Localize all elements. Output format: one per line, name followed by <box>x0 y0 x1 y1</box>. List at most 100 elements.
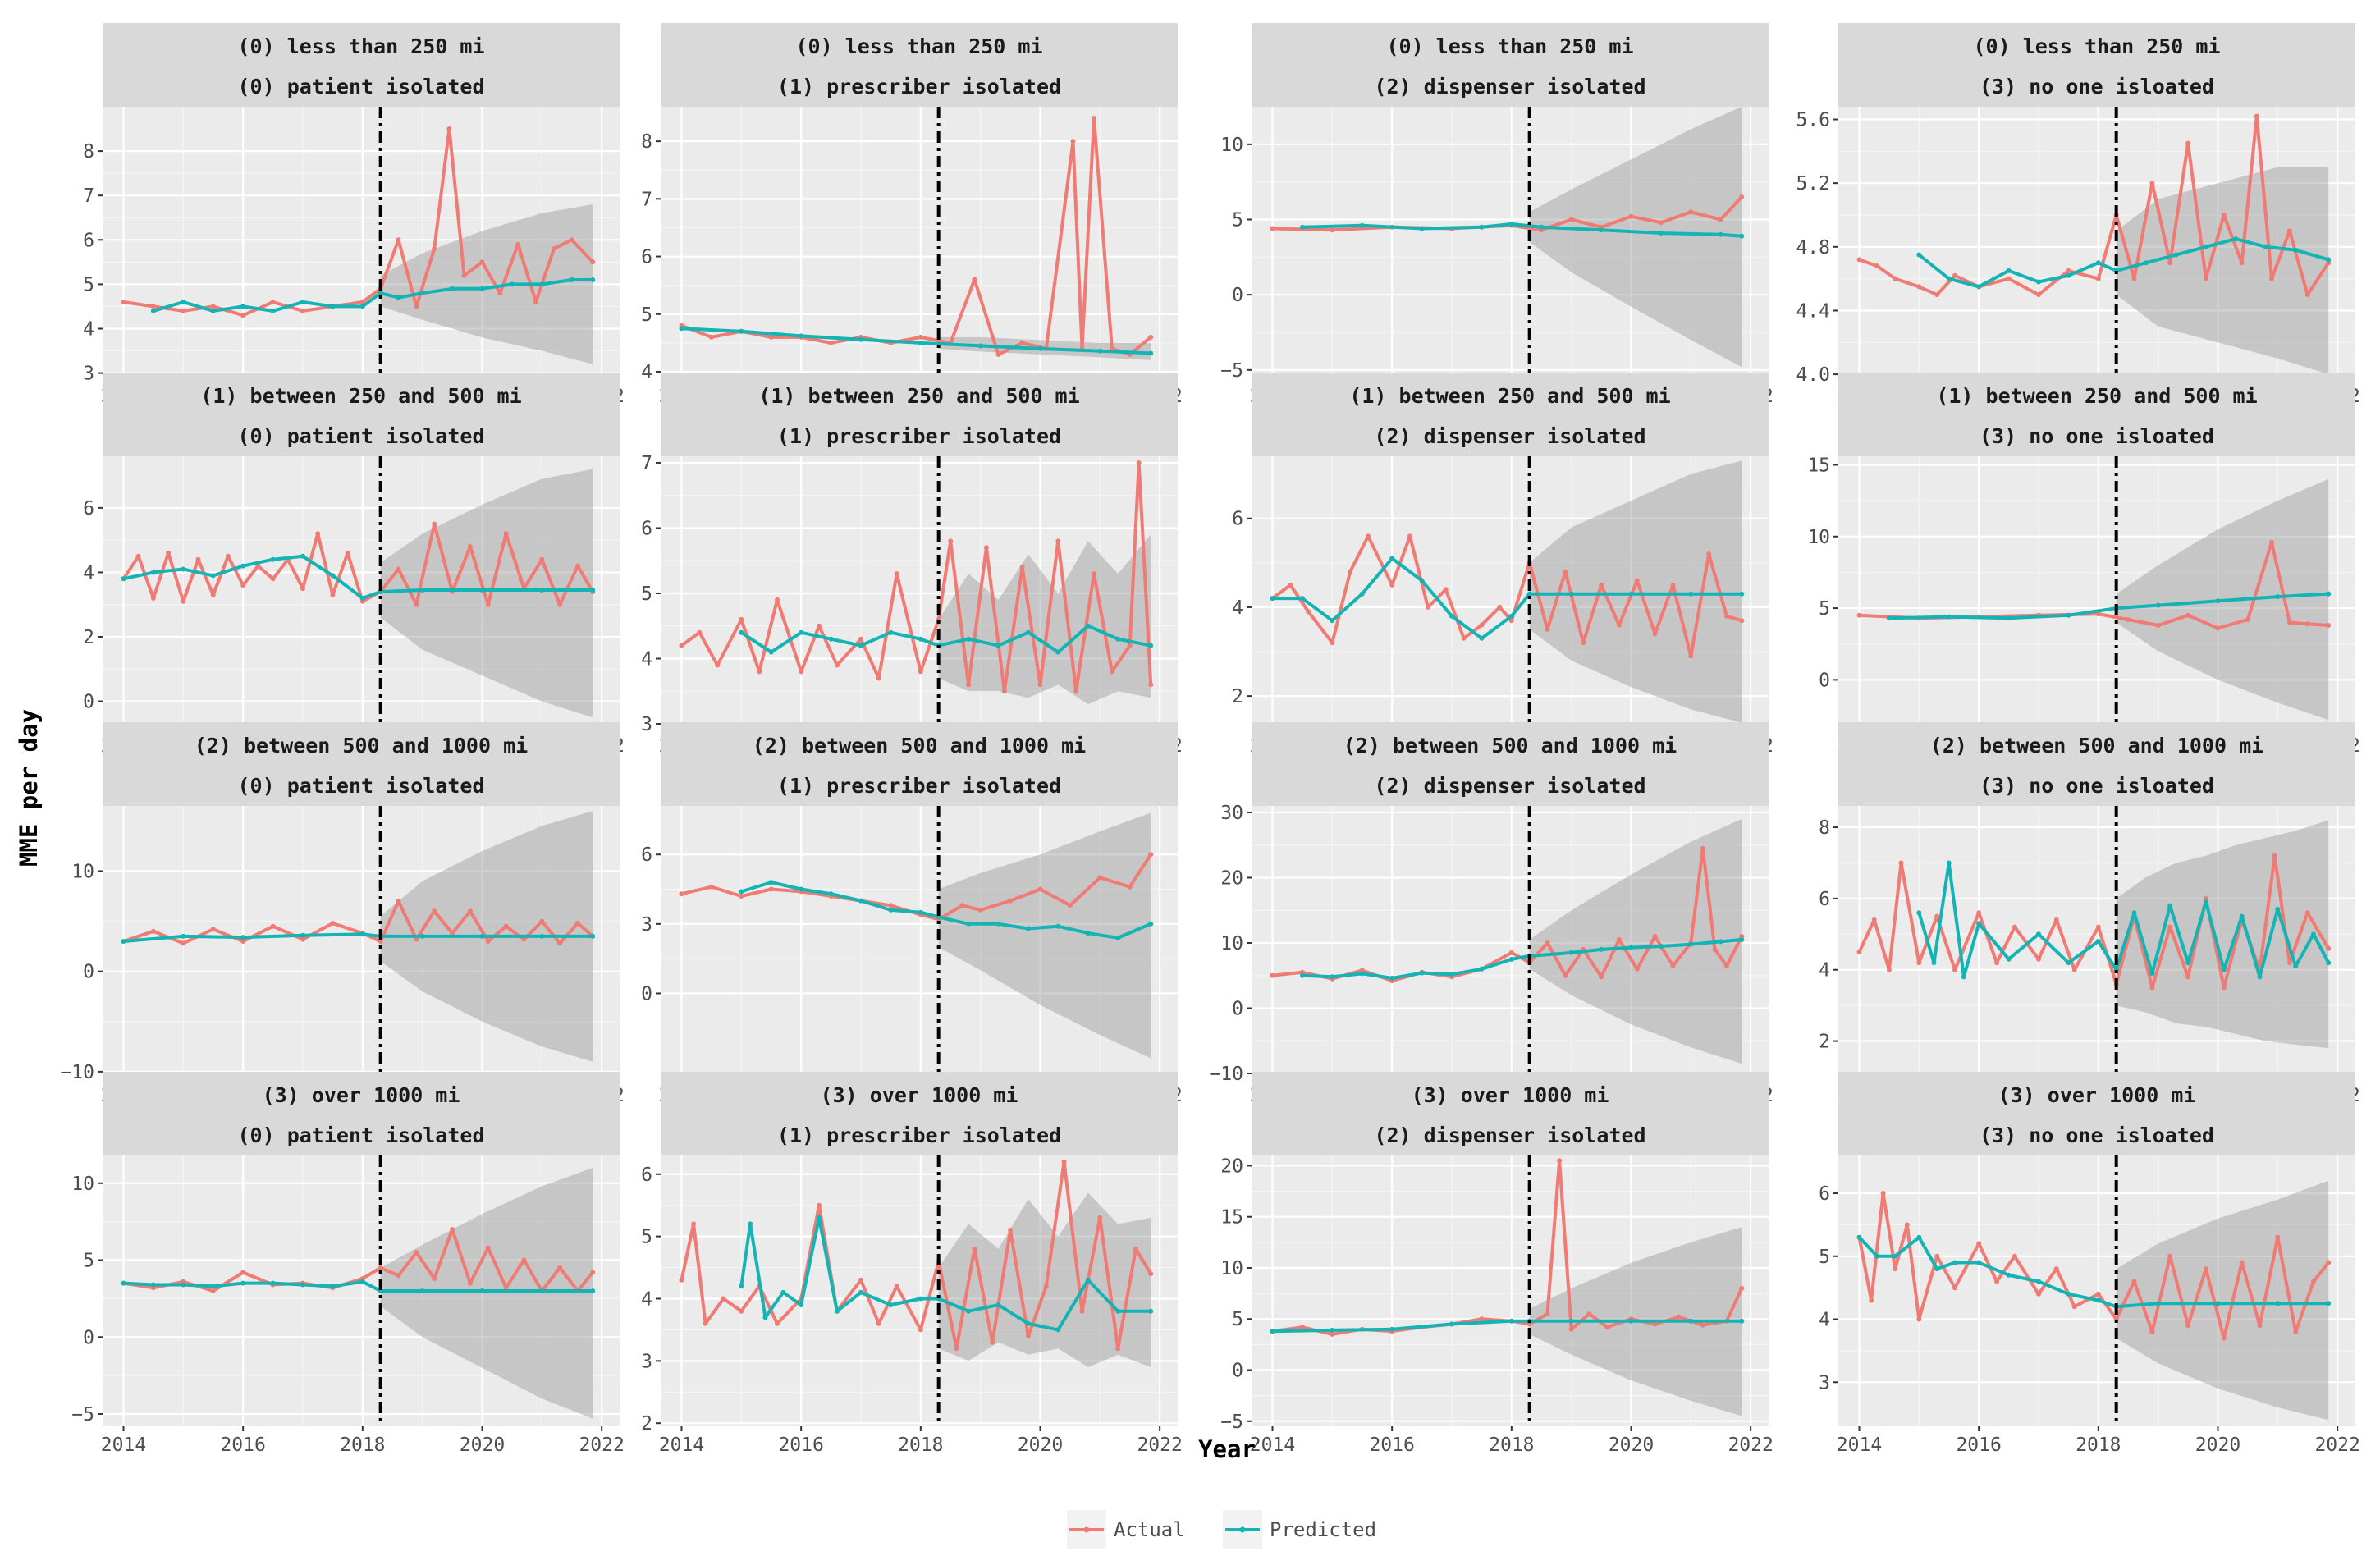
data-point-predicted <box>479 588 485 593</box>
data-point-predicted <box>2173 252 2179 258</box>
data-point-predicted <box>1688 941 1694 947</box>
series-line-actual <box>121 522 594 606</box>
data-point-actual <box>1628 213 1634 219</box>
data-point-predicted <box>1508 956 1514 962</box>
facet-strip-isolation: (0) patient isolated <box>237 774 484 798</box>
data-point-actual <box>2286 620 2292 625</box>
data-point-predicted <box>1115 935 1121 940</box>
y-tick-label: 7 <box>83 185 94 207</box>
data-point-actual <box>450 931 455 936</box>
data-point-actual <box>954 1346 959 1352</box>
data-point-predicted <box>2311 931 2316 937</box>
data-point-predicted <box>2006 1272 2012 1278</box>
y-tick-label: 4.0 <box>1796 364 1830 386</box>
data-point-predicted <box>1946 276 1952 281</box>
facet-panel: (1) between 250 and 500 mi (0) patient is… <box>83 373 625 757</box>
data-point-actual <box>2185 1323 2191 1329</box>
data-point-predicted <box>1658 231 1664 236</box>
data-point-actual <box>888 903 894 908</box>
data-point-actual <box>396 237 401 243</box>
data-point-actual <box>461 272 467 278</box>
y-tick-label: 7 <box>641 453 652 474</box>
data-point-actual <box>467 544 473 549</box>
y-tick-label: 2 <box>83 627 94 648</box>
data-point-actual <box>1070 139 1076 144</box>
data-point-actual <box>775 597 780 602</box>
y-tick-label: 15 <box>1220 1207 1243 1229</box>
data-point-actual <box>240 939 246 944</box>
data-point-actual <box>396 1273 401 1279</box>
facet-strip-distance: (3) over 1000 mi <box>263 1083 460 1107</box>
data-point-actual <box>270 923 276 929</box>
data-point-predicted <box>1946 860 1952 866</box>
facet-strip-isolation: (1) prescriber isolated <box>777 424 1061 448</box>
facet-strip-distance: (2) between 500 and 1000 mi <box>195 734 528 757</box>
data-point-predicted <box>2326 257 2332 263</box>
data-point-actual <box>1994 1279 1999 1284</box>
data-point-predicted <box>2095 939 2101 944</box>
data-point-predicted <box>768 649 774 655</box>
data-point-actual <box>315 531 321 537</box>
series-line-actual <box>1858 114 2330 297</box>
facet-panel: (2) between 500 and 1000 mi (0) patient i… <box>60 722 625 1106</box>
prediction-interval-band <box>2116 167 2329 375</box>
y-tick-label: 4.8 <box>1796 237 1830 259</box>
series-line-predicted <box>123 554 593 600</box>
data-point-actual <box>1871 917 1877 922</box>
data-point-predicted <box>1449 972 1454 977</box>
facet-strip-isolation: (1) prescriber isolated <box>777 1123 1061 1147</box>
data-point-actual <box>2304 621 2310 627</box>
data-point-actual <box>181 598 186 604</box>
data-point-actual <box>1097 875 1103 881</box>
x-tick-label: 2014 <box>659 1435 704 1456</box>
data-point-predicted <box>300 553 305 559</box>
y-tick-label: 5 <box>83 1251 94 1272</box>
data-point-actual <box>2036 292 2041 298</box>
data-point-actual <box>1037 682 1043 688</box>
data-point-actual <box>1092 571 1096 577</box>
data-point-actual <box>1616 937 1622 942</box>
series-line-actual <box>1857 1192 2330 1340</box>
y-tick-label: 20 <box>1220 867 1243 889</box>
data-point-actual <box>270 576 276 582</box>
data-point-predicted <box>1148 350 1154 356</box>
data-point-actual <box>1568 217 1574 222</box>
data-point-actual <box>1008 1228 1014 1233</box>
facet-strip-distance: (1) between 250 and 500 mi <box>200 384 521 408</box>
data-point-predicted <box>1508 613 1514 619</box>
data-point-actual <box>2326 1260 2332 1265</box>
facet-strip-distance: (3) over 1000 mi <box>821 1083 1018 1107</box>
data-point-actual <box>240 1270 246 1275</box>
data-point-actual <box>2071 1304 2077 1310</box>
data-point-predicted <box>1526 591 1532 597</box>
data-point-actual <box>2221 985 2227 991</box>
data-point-predicted <box>679 326 684 332</box>
y-tick-label: 3 <box>641 714 652 735</box>
series-line-predicted <box>1272 1319 1742 1334</box>
data-point-actual <box>210 304 216 309</box>
data-point-actual <box>1700 845 1705 851</box>
facet-strip <box>1838 373 2355 456</box>
y-tick-label: 5 <box>1232 1309 1243 1330</box>
prediction-interval-band <box>380 204 593 364</box>
plot-background <box>661 1155 1178 1426</box>
data-point-predicted <box>300 300 305 304</box>
data-point-actual <box>1934 292 1940 298</box>
data-point-predicted <box>995 643 1001 648</box>
data-point-actual <box>715 662 721 668</box>
data-point-actual <box>1712 946 1718 952</box>
data-point-actual <box>739 894 744 899</box>
data-point-actual <box>2131 276 2137 281</box>
facet-panel: (3) over 1000 mi (2) dispenser isolated −5… <box>1220 1072 1774 1456</box>
data-point-actual <box>977 907 983 913</box>
data-point-actual <box>1718 217 1723 222</box>
data-point-actual <box>378 1265 383 1270</box>
x-tick-label: 2022 <box>1728 1435 1773 1456</box>
data-point-actual <box>1133 1246 1138 1252</box>
y-tick-label: 0 <box>83 692 94 713</box>
data-point-predicted <box>1479 224 1485 230</box>
data-point-actual <box>121 300 126 304</box>
data-point-actual <box>1688 653 1694 659</box>
data-point-predicted <box>330 573 336 579</box>
